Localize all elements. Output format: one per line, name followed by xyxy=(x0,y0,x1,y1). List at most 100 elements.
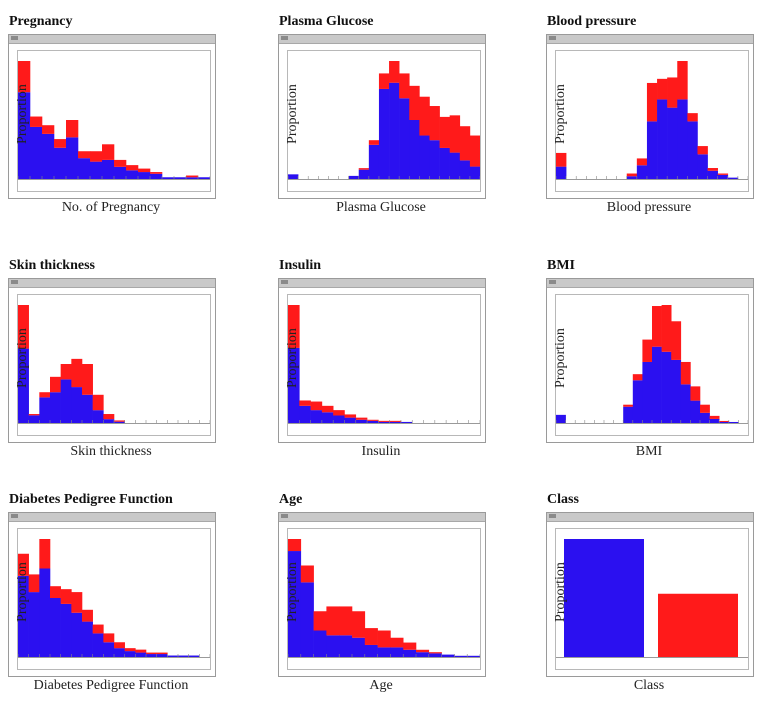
histogram-bar-class1 xyxy=(409,85,420,120)
x-axis-label: Blood pressure xyxy=(606,200,692,215)
histogram-bar-class1 xyxy=(389,61,400,83)
histogram-bar-class1 xyxy=(39,392,51,398)
histogram-bar-class0 xyxy=(313,630,327,657)
window-titlebar xyxy=(9,35,215,44)
histogram-bar-class0 xyxy=(449,152,461,179)
histogram-bar-class0 xyxy=(667,107,678,179)
histogram-bar-class0 xyxy=(333,415,345,423)
histogram-bar-class1 xyxy=(700,404,710,413)
histogram-bar-class1 xyxy=(556,152,567,167)
histogram-bar-class0 xyxy=(288,347,300,423)
histogram-bar-class1 xyxy=(150,172,163,174)
histogram-bar-class1 xyxy=(416,649,430,653)
histogram-bar-class1 xyxy=(310,401,323,411)
histogram-bar-class0 xyxy=(690,400,701,423)
histogram-bar-class1 xyxy=(299,400,311,406)
chart-title: Insulin xyxy=(279,258,322,273)
histogram-bar-class0 xyxy=(680,384,691,423)
histogram-bar-class0 xyxy=(92,633,104,657)
histogram-bar-class1 xyxy=(390,637,404,648)
chart-window xyxy=(8,34,216,199)
x-axis-label: Class xyxy=(633,678,665,693)
histogram-bar-class1 xyxy=(114,642,125,649)
histogram-bar-class1 xyxy=(30,116,43,127)
histogram-bar-class0 xyxy=(348,175,360,179)
histogram-bar-class0 xyxy=(188,655,200,657)
histogram-bar-class1 xyxy=(399,73,410,99)
histogram-bar-class0 xyxy=(389,421,402,423)
chart-window xyxy=(278,512,486,677)
histogram-bar-class1 xyxy=(352,611,366,638)
chart-window xyxy=(8,278,216,443)
histogram-bar-class1 xyxy=(626,173,638,177)
window-menu-icon xyxy=(11,280,18,284)
histogram-bar-class0 xyxy=(18,348,29,423)
histogram-bar-class0 xyxy=(103,642,115,657)
histogram-bar-class0 xyxy=(60,379,72,423)
chart-window xyxy=(8,512,216,677)
histogram-bar-class0 xyxy=(42,133,55,179)
y-axis-label: Proportion xyxy=(285,328,300,388)
y-axis-label: Proportion xyxy=(15,328,30,388)
chart-panel-7: Diabetes Pedigree Function Proportion Diab… xyxy=(5,492,245,717)
histogram-bar-class1 xyxy=(377,630,391,648)
histogram-bar-class0 xyxy=(556,166,567,179)
histogram-bar-class0 xyxy=(186,177,199,179)
histogram-bar-class0 xyxy=(671,359,682,423)
window-menu-icon xyxy=(11,514,18,518)
histogram-bar-class1 xyxy=(449,115,461,153)
histogram-bar-class0 xyxy=(135,652,147,657)
histogram-bar-class0 xyxy=(556,414,566,423)
histogram-bar-class1 xyxy=(378,73,390,89)
histogram-bar-class1 xyxy=(623,404,634,407)
histogram-bar-class0 xyxy=(441,654,455,657)
chart-title: Skin thickness xyxy=(9,258,95,273)
histogram-bar-class1 xyxy=(339,606,353,636)
window-titlebar xyxy=(547,35,753,44)
histogram-bar-class1 xyxy=(60,364,72,380)
histogram-bar-class0 xyxy=(66,137,79,179)
plot-area xyxy=(287,294,481,436)
histogram-svg xyxy=(18,61,210,180)
histogram-bar-class1 xyxy=(657,78,668,100)
histogram-bar-class1 xyxy=(677,61,688,100)
histogram-bar-class1 xyxy=(697,146,708,155)
x-axis-label: Age xyxy=(369,678,393,693)
histogram-bar-class1 xyxy=(114,159,127,167)
histogram-bar-class0 xyxy=(454,655,468,657)
plot-area xyxy=(555,294,749,436)
histogram-bar-class0 xyxy=(623,406,634,423)
histogram-bar-class1 xyxy=(429,106,440,141)
chart-window xyxy=(278,34,486,199)
window-menu-icon xyxy=(281,280,288,284)
histogram-bar-class1 xyxy=(378,420,390,422)
histogram-bar-class0 xyxy=(419,135,430,179)
histogram-bar-class1 xyxy=(355,417,368,420)
y-axis-label: Proportion xyxy=(553,328,568,388)
window-titlebar xyxy=(9,279,215,288)
histogram-bar-class1 xyxy=(680,361,691,385)
histogram-bar-class0 xyxy=(709,418,720,423)
x-axis-label: Insulin xyxy=(361,444,401,459)
histogram-bar-class1 xyxy=(50,586,61,598)
window-titlebar xyxy=(547,279,753,288)
histogram-bar-class0 xyxy=(39,568,51,657)
y-axis-label: Proportion xyxy=(553,84,568,144)
histogram-bar-class0 xyxy=(364,644,378,657)
window-menu-icon xyxy=(549,36,556,40)
histogram-bar-class1 xyxy=(300,565,314,583)
histogram-bar-class0 xyxy=(358,169,370,179)
histogram-svg xyxy=(18,539,210,658)
histogram-bar-class1 xyxy=(50,376,61,393)
histogram-bar-class1 xyxy=(717,173,729,175)
histogram-bar-class0 xyxy=(707,170,718,179)
histogram-bar-class1 xyxy=(66,120,79,138)
plot-area xyxy=(287,528,481,670)
histogram-bar-class0 xyxy=(198,177,210,179)
histogram-bar-class0 xyxy=(156,654,168,657)
plot-area xyxy=(555,528,749,670)
window-menu-icon xyxy=(11,36,18,40)
histogram-bar-class0 xyxy=(18,575,29,657)
histogram-bar-class1 xyxy=(71,592,83,613)
histogram-bar-class0 xyxy=(467,655,480,657)
